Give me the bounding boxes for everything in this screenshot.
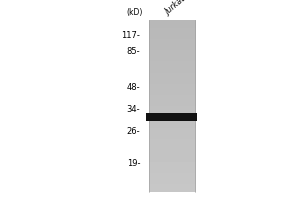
Text: 19-: 19- xyxy=(127,158,140,168)
Text: 117-: 117- xyxy=(122,30,140,40)
Bar xyxy=(146,113,197,121)
Text: 85-: 85- xyxy=(127,46,140,55)
Text: (kD): (kD) xyxy=(126,8,142,17)
Text: Jurkat: Jurkat xyxy=(164,0,187,17)
Text: 48-: 48- xyxy=(127,83,140,92)
Text: 26-: 26- xyxy=(127,127,140,136)
Text: 34-: 34- xyxy=(127,104,140,114)
